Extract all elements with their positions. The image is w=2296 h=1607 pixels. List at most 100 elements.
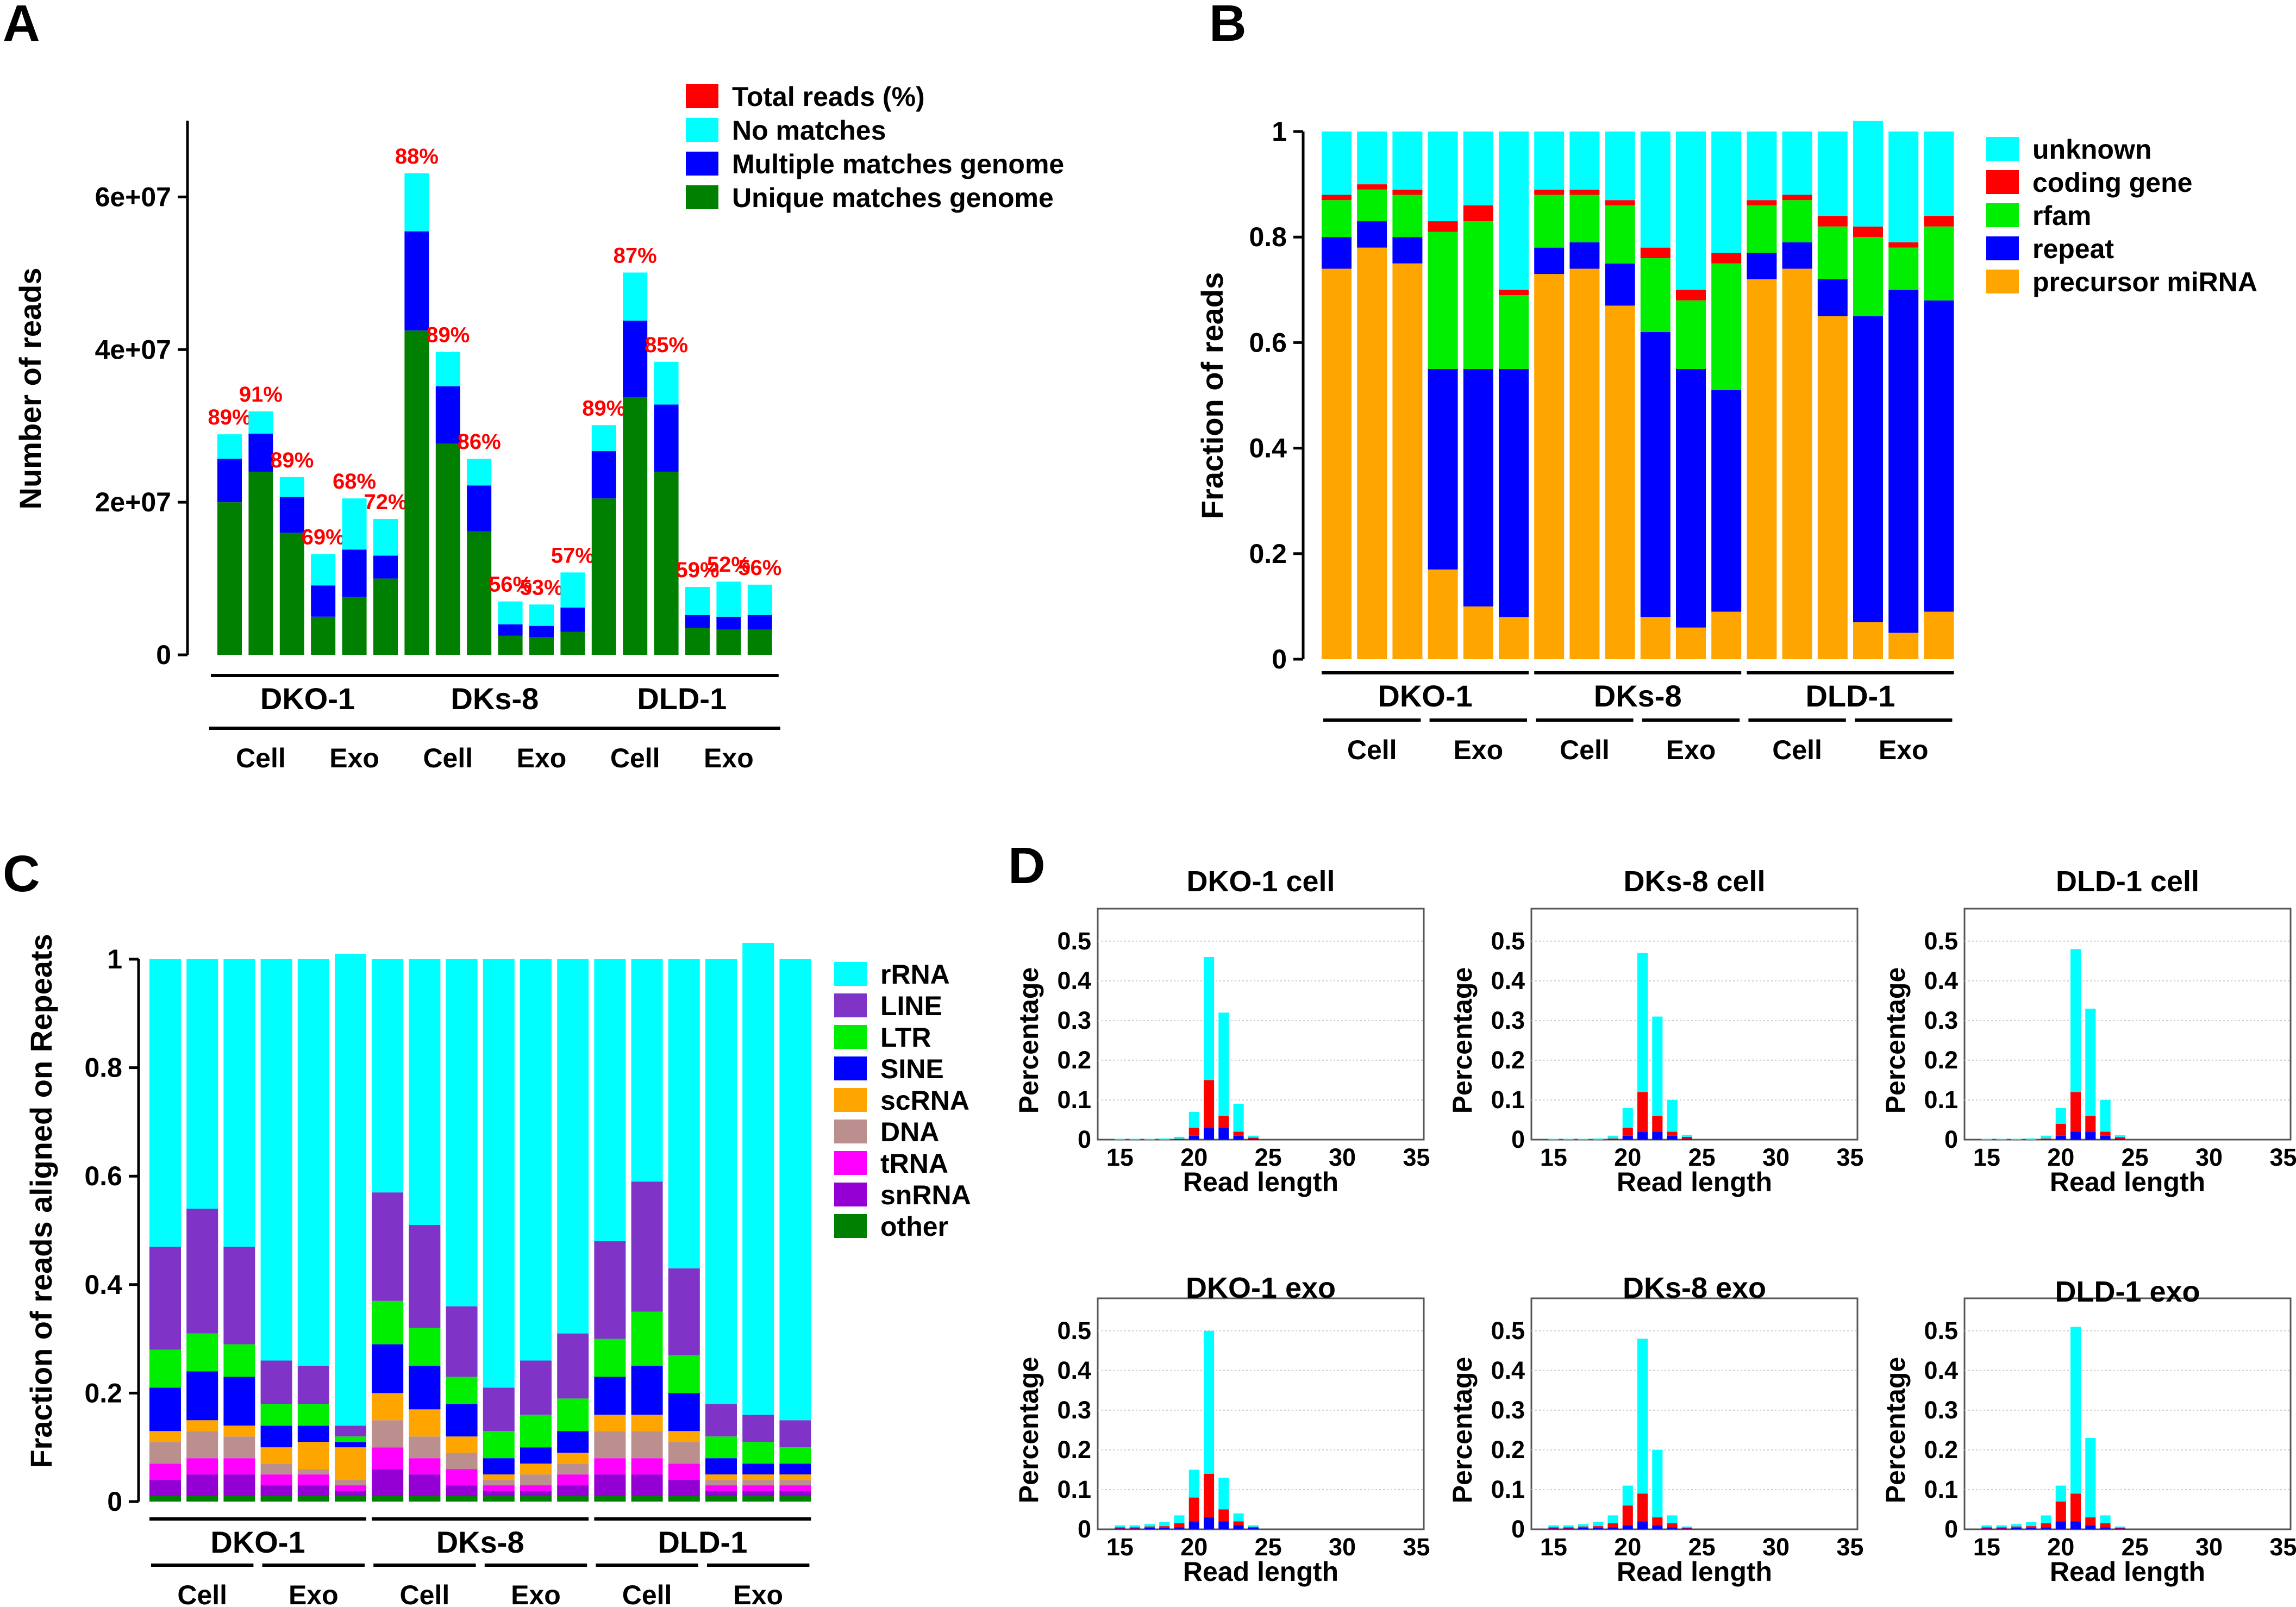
bar-segment-LTR [260,1404,292,1426]
x-tick-label: 15 [1973,1533,2000,1561]
bar-segment-unique_matches [685,628,710,655]
bar-segment-precursor_mirna [1357,247,1387,659]
bar-segment-unique_matches [560,631,585,655]
hist-bar-red [1652,1116,1663,1132]
x-tick-label: 20 [2047,1143,2074,1171]
bar-segment-multiple_matches [467,485,492,532]
hist-bar-blue [2055,1521,2066,1529]
x-tick-label: 20 [1614,1533,1641,1561]
bar-segment-multiple_matches [747,615,772,630]
bar-segment-other [335,1496,366,1502]
bar-segment-unknown [1676,132,1706,290]
hist-bar-blue [2085,1131,2096,1140]
hist-bar-cyan [1652,1449,1663,1518]
bar-segment-tRNA [631,1458,663,1475]
hist-bar-cyan [2041,1515,2051,1524]
hist-bar-cyan [1593,1138,1604,1140]
hist-bar-red [1233,1131,1244,1136]
hist-bar-cyan [1159,1138,1170,1140]
x-axis-title: Read length [2050,1167,2205,1197]
hist-bar-cyan [1996,1525,2007,1528]
y-tick-label: 0 [156,640,171,670]
bar-segment-coding_gene [1392,189,1423,195]
legend-label: DNA [880,1117,939,1147]
bar-segment-unknown [1640,132,1671,248]
hist-bar-cyan [1159,1522,1170,1527]
x-axis-title: Read length [1617,1167,1772,1197]
hist-bar-cyan [1188,1470,1199,1498]
bar-segment-coding_gene [1888,242,1919,248]
percent-label: 56% [489,573,532,597]
bar-segment-unique_matches [716,629,741,655]
hist-bar-blue [1188,1135,1199,1140]
bar-segment-rfam [1747,205,1777,253]
bar-segment-tRNA [483,1485,515,1491]
bar-segment-snRNA [631,1474,663,1497]
bar-segment-coding_gene [1569,189,1600,195]
hist-bar-red [1981,1527,1992,1529]
hist-bar-red [1144,1526,1155,1528]
bar-segment-multiple_matches [498,624,523,636]
hist-bar-red [1204,1473,1215,1518]
bar-segment-unique_matches [591,498,616,655]
bar-segment-rfam [1605,205,1635,264]
bar-segment-LINE [335,1425,366,1437]
bar-segment-LINE [223,1246,255,1345]
bar-segment-multiple_matches [342,549,367,597]
hist-bar-red [2026,1526,2037,1528]
group-label: DKO-1 [260,681,355,716]
legend-swatch-LTR [834,1025,867,1049]
hist-bar-red [1681,1136,1692,1139]
bar-segment-SINE [149,1387,181,1431]
hist-bar-cyan [1607,1135,1618,1139]
bar-segment-no_matches [498,601,523,624]
legend-swatch-repeat [1986,236,2019,260]
hist-bar-cyan [1667,1099,1678,1132]
histogram-title: DKs-8 exo [1623,1272,1766,1304]
hist-bar-blue [1607,1527,1618,1529]
bar-segment-unknown [1853,121,1883,227]
bar-segment-SINE [631,1366,663,1415]
x-tick-label: 20 [1180,1533,1208,1561]
panel-letter-d: D [1008,837,1046,895]
bar-segment-tRNA [335,1485,366,1491]
x-tick-label: 15 [1973,1143,2000,1171]
hist-bar-cyan [1129,1139,1140,1140]
bar-segment-no_matches [529,604,554,626]
bar-segment-repeat [1676,368,1706,628]
percent-label: 87% [614,243,657,267]
bar-segment-scRNA [335,1447,366,1480]
bar-segment-other [297,1496,329,1502]
legend-label: repeat [2032,234,2114,264]
hist-bar-cyan [2026,1522,2037,1527]
bar-segment-tRNA [223,1458,255,1475]
hist-bar-red [1637,1493,1648,1522]
bar-segment-LINE [409,1225,441,1328]
bar-segment-SINE [483,1458,515,1475]
bar-segment-LINE [483,1387,515,1431]
subgroup-label: Exo [1453,735,1503,765]
x-tick-label: 20 [1614,1143,1641,1171]
bar-segment-repeat [1924,300,1954,612]
hist-bar-blue [1218,1128,1229,1140]
hist-bar-cyan [1578,1139,1588,1140]
bar-segment-snRNA [335,1491,366,1497]
hist-bar-cyan [1218,1478,1229,1510]
bar-segment-unknown [1711,132,1742,253]
percent-label: 53% [520,576,563,599]
bar-segment-snRNA [779,1491,811,1497]
y-tick-label: 0.4 [1924,1356,1958,1384]
x-tick-label: 30 [2195,1143,2223,1171]
hist-bar-blue [1144,1528,1155,1529]
x-tick-label: 20 [1180,1143,1208,1171]
plot-frame [1097,1297,1425,1530]
bar-segment-LINE [557,1333,589,1399]
y-tick-label: 0.5 [1057,927,1091,955]
legend-label: rfam [2032,201,2091,231]
hist-bar-blue [1652,1525,1663,1529]
bar-segment-tRNA [372,1447,404,1470]
y-tick-label: 0.1 [1924,1086,1958,1114]
bar-segment-scRNA [483,1474,515,1480]
bar-segment-SINE [186,1371,218,1421]
bar-segment-LTR [446,1377,478,1404]
